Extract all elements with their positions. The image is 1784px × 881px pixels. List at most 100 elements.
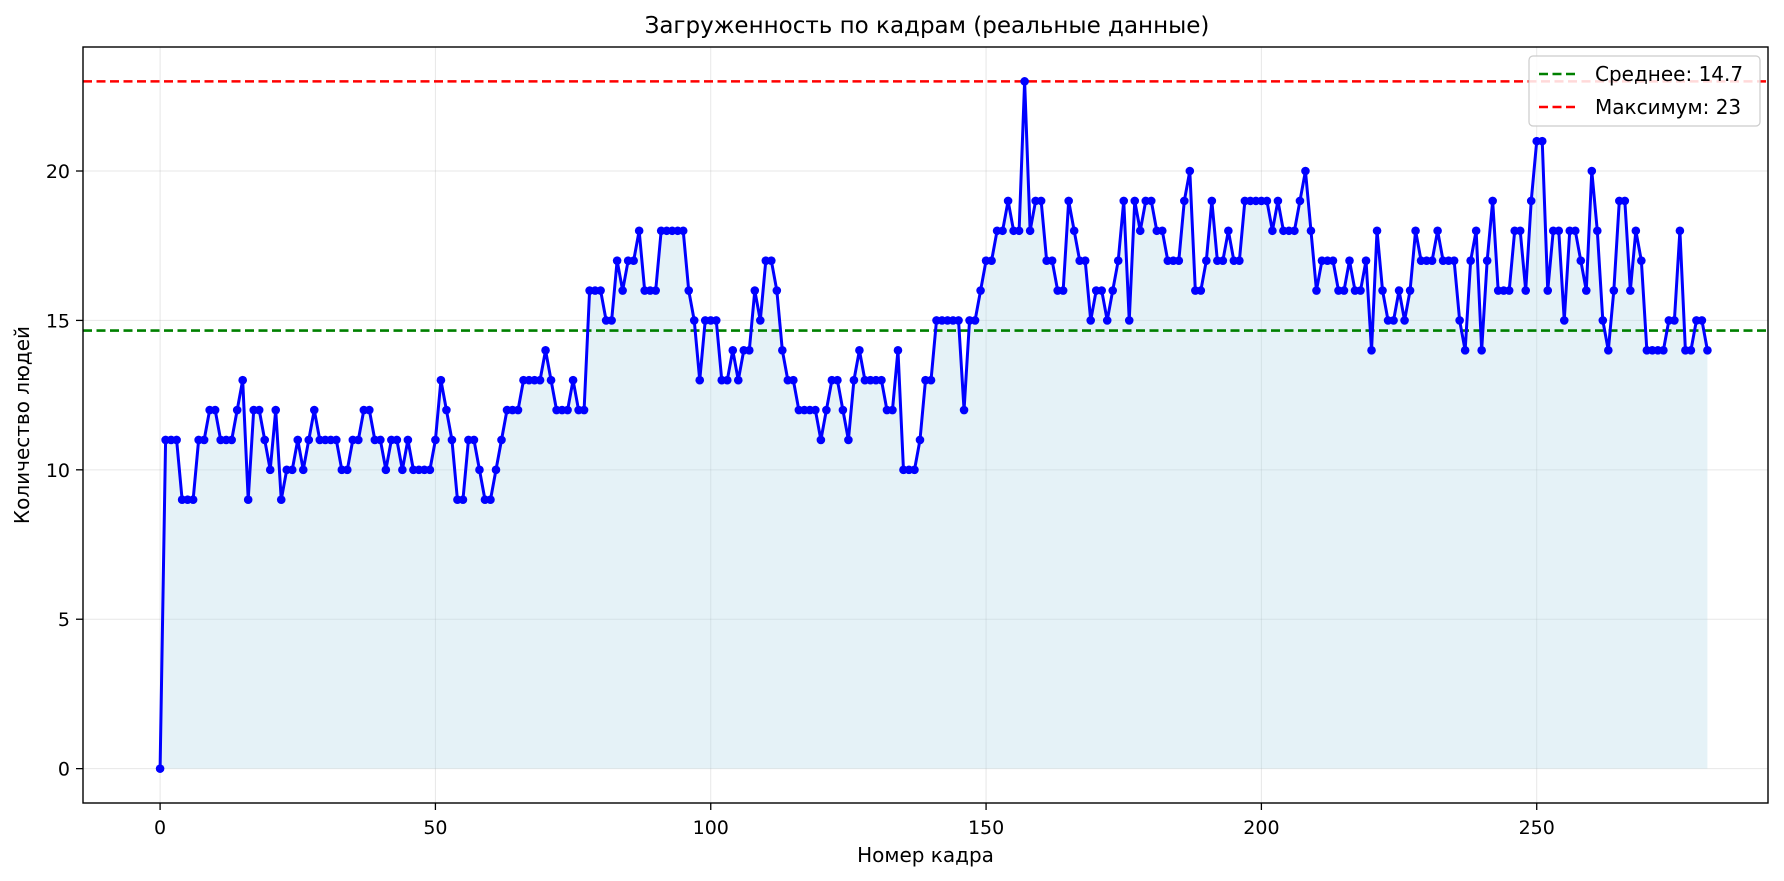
- data-point: [458, 495, 468, 505]
- data-point: [1554, 226, 1564, 236]
- data-point: [1014, 226, 1024, 236]
- y-tick-label: 20: [46, 161, 70, 183]
- data-point: [265, 465, 275, 475]
- data-point: [910, 465, 919, 475]
- data-point: [612, 256, 622, 265]
- data-point: [563, 405, 572, 415]
- data-point: [1295, 196, 1305, 206]
- data-point: [1235, 256, 1244, 265]
- data-point: [343, 465, 352, 475]
- x-tick-label: 0: [154, 817, 166, 839]
- x-tick-label: 200: [1243, 817, 1279, 839]
- x-tick-label: 150: [968, 817, 1004, 839]
- data-point: [298, 465, 308, 475]
- data-point: [1146, 196, 1156, 206]
- data-point: [1543, 286, 1553, 295]
- data-point: [1097, 286, 1107, 295]
- data-point: [838, 405, 848, 415]
- data-point: [1113, 256, 1123, 265]
- data-point: [1389, 316, 1398, 325]
- data-point: [1559, 316, 1569, 325]
- data-point: [172, 435, 181, 445]
- data-point: [1268, 226, 1277, 236]
- data-point: [354, 435, 363, 445]
- data-point: [332, 435, 341, 445]
- axis-ticks: 0 50 100 150 200 250 0 5 10 15 20: [46, 161, 1555, 839]
- data-point: [744, 346, 754, 355]
- data-point: [243, 495, 253, 505]
- data-point: [1157, 226, 1167, 236]
- data-point: [1135, 226, 1145, 236]
- data-point: [431, 435, 440, 445]
- data-point: [365, 405, 374, 415]
- data-point: [1675, 226, 1685, 236]
- data-point: [855, 346, 864, 355]
- data-point: [1108, 286, 1118, 295]
- data-point: [1609, 286, 1619, 295]
- data-point: [1086, 316, 1095, 325]
- data-point: [1356, 286, 1365, 295]
- data-point: [1069, 226, 1079, 236]
- data-point: [970, 316, 980, 325]
- legend-entry-label: Среднее: 14.7: [1595, 62, 1743, 86]
- data-point: [678, 226, 688, 236]
- data-point: [1185, 166, 1195, 176]
- data-point: [1345, 256, 1354, 265]
- data-point: [1394, 286, 1404, 295]
- data-point: [1020, 77, 1029, 86]
- data-point: [1455, 316, 1464, 325]
- data-point: [309, 405, 319, 415]
- data-point: [1466, 256, 1475, 265]
- data-point: [756, 316, 765, 325]
- data-point: [1064, 196, 1073, 206]
- data-point: [833, 375, 842, 385]
- data-point: [1482, 256, 1492, 265]
- data-point: [1697, 316, 1707, 325]
- y-tick-label: 10: [46, 460, 70, 482]
- data-point: [733, 375, 743, 385]
- data-point: [1526, 196, 1536, 206]
- data-point: [1180, 196, 1189, 206]
- legend: Среднее: 14.7 Максимум: 23: [1528, 55, 1761, 127]
- data-point: [695, 375, 705, 385]
- data-point: [1367, 346, 1376, 355]
- data-point: [1471, 226, 1481, 236]
- data-point: [1003, 196, 1013, 206]
- data-point: [634, 226, 644, 236]
- data-point: [376, 435, 385, 445]
- data-point: [1631, 226, 1641, 236]
- data-point: [888, 405, 897, 415]
- series-layer: [155, 77, 1712, 773]
- data-point: [1411, 226, 1420, 236]
- x-axis-label: Номер кадра: [857, 843, 994, 867]
- data-point: [260, 435, 270, 445]
- data-point: [287, 465, 297, 475]
- data-point: [618, 286, 627, 295]
- data-point: [778, 346, 787, 355]
- data-point: [469, 435, 479, 445]
- data-point: [1361, 256, 1371, 265]
- data-point: [1119, 196, 1129, 206]
- data-point: [1328, 256, 1338, 265]
- data-point: [607, 316, 616, 325]
- data-point: [1433, 226, 1442, 236]
- data-point: [1449, 256, 1459, 265]
- data-point: [959, 405, 969, 415]
- data-point: [816, 435, 826, 445]
- data-point: [1504, 286, 1514, 295]
- data-point: [188, 495, 198, 505]
- data-point: [1620, 196, 1630, 206]
- data-point: [1686, 346, 1696, 355]
- x-tick-label: 100: [693, 817, 729, 839]
- data-point: [227, 435, 236, 445]
- data-point: [1130, 196, 1140, 206]
- data-point: [232, 405, 242, 415]
- data-point: [271, 405, 281, 415]
- data-point: [425, 465, 435, 475]
- data-point: [546, 375, 556, 385]
- data-point: [1312, 286, 1321, 295]
- data-point: [954, 316, 963, 325]
- data-point: [1604, 346, 1613, 355]
- data-point: [1521, 286, 1531, 295]
- data-point: [155, 764, 165, 773]
